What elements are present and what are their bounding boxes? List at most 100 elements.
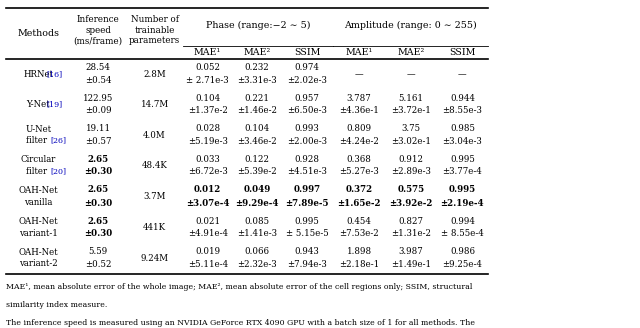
Text: ±0.30: ±0.30	[84, 198, 113, 208]
Text: ± 5.15e-5: ± 5.15e-5	[286, 229, 328, 238]
Text: Inference
speed
(ms/frame): Inference speed (ms/frame)	[74, 15, 123, 45]
Text: 0.122: 0.122	[244, 154, 269, 164]
Text: 0.912: 0.912	[399, 154, 424, 164]
Text: ±0.09: ±0.09	[85, 106, 111, 115]
Text: ±4.36e-1: ±4.36e-1	[339, 106, 379, 115]
Text: 0.021: 0.021	[195, 216, 220, 226]
Text: 5.161: 5.161	[399, 93, 424, 103]
Text: ±2.19e-4: ±2.19e-4	[440, 198, 484, 208]
Text: Methods: Methods	[17, 29, 60, 38]
Text: Y-Net: Y-Net	[27, 100, 50, 109]
Text: 0.957: 0.957	[295, 93, 319, 103]
Text: 3.75: 3.75	[402, 124, 420, 133]
Text: 441K: 441K	[143, 223, 166, 232]
Text: Number of
trainable
parameters: Number of trainable parameters	[129, 15, 180, 45]
Text: 2.65: 2.65	[88, 216, 109, 226]
Text: ±9.29e-4: ±9.29e-4	[236, 198, 278, 208]
Text: OAH-Net: OAH-Net	[19, 217, 58, 226]
Text: The inference speed is measured using an NVIDIA GeForce RTX 4090 GPU with a batc: The inference speed is measured using an…	[6, 319, 476, 327]
Text: 0.368: 0.368	[347, 154, 371, 164]
Text: U-Net: U-Net	[26, 125, 51, 134]
Text: ±0.52: ±0.52	[85, 260, 111, 269]
Text: MAE¹, mean absolute error of the whole image; MAE², mean absolute error of the c: MAE¹, mean absolute error of the whole i…	[6, 283, 473, 291]
Text: ±0.57: ±0.57	[85, 137, 111, 146]
Text: ±3.46e-2: ±3.46e-2	[237, 137, 277, 146]
Text: 48.4K: 48.4K	[141, 161, 168, 170]
Text: 0.232: 0.232	[244, 63, 269, 72]
Text: 3.987: 3.987	[399, 247, 424, 256]
Text: ±1.41e-3: ±1.41e-3	[237, 229, 277, 238]
Text: 4.0M: 4.0M	[143, 131, 166, 140]
Text: ±6.50e-3: ±6.50e-3	[287, 106, 327, 115]
Text: 0.944: 0.944	[450, 93, 475, 103]
Text: ±3.77e-4: ±3.77e-4	[442, 167, 483, 176]
Text: 0.066: 0.066	[244, 247, 269, 256]
Text: ± 8.55e-4: ± 8.55e-4	[441, 229, 484, 238]
Text: 28.54: 28.54	[86, 63, 111, 72]
Text: 0.049: 0.049	[243, 185, 271, 195]
Text: ±1.49e-1: ±1.49e-1	[391, 260, 431, 269]
Text: 2.65: 2.65	[88, 185, 109, 195]
Text: ±7.94e-3: ±7.94e-3	[287, 260, 327, 269]
Text: MAE²: MAE²	[243, 48, 271, 57]
Text: filter: filter	[26, 167, 51, 176]
Text: ±4.51e-3: ±4.51e-3	[287, 167, 327, 176]
Text: MAE²: MAE²	[397, 48, 425, 57]
Text: ±0.54: ±0.54	[85, 76, 111, 85]
Text: 14.7M: 14.7M	[141, 100, 168, 109]
Text: 2.8M: 2.8M	[143, 70, 166, 79]
Text: ±3.02e-1: ±3.02e-1	[391, 137, 431, 146]
Text: ±1.37e-2: ±1.37e-2	[188, 106, 228, 115]
Text: ±5.39e-2: ±5.39e-2	[237, 167, 277, 176]
Text: —: —	[355, 70, 364, 79]
Text: 0.994: 0.994	[450, 216, 475, 226]
Text: ±5.11e-4: ±5.11e-4	[188, 260, 228, 269]
Text: ±2.02e-3: ±2.02e-3	[287, 76, 327, 85]
Text: ±3.72e-1: ±3.72e-1	[391, 106, 431, 115]
Text: 19.11: 19.11	[86, 124, 111, 133]
Text: [16]: [16]	[47, 70, 63, 78]
Text: 0.085: 0.085	[244, 216, 269, 226]
Text: 0.995: 0.995	[450, 154, 475, 164]
Text: HRNet: HRNet	[24, 70, 53, 79]
Text: ±1.65e-2: ±1.65e-2	[337, 198, 381, 208]
Text: ±4.24e-2: ±4.24e-2	[339, 137, 379, 146]
Text: ±0.30: ±0.30	[84, 167, 113, 176]
Text: 0.827: 0.827	[399, 216, 424, 226]
Text: 9.24M: 9.24M	[141, 254, 168, 263]
Text: 0.993: 0.993	[295, 124, 319, 133]
Text: 0.997: 0.997	[294, 185, 321, 195]
Text: 0.995: 0.995	[295, 216, 319, 226]
Text: 2.65: 2.65	[88, 154, 109, 164]
Text: SSIM: SSIM	[449, 48, 476, 57]
Text: ±1.31e-2: ±1.31e-2	[391, 229, 431, 238]
Text: OAH-Net: OAH-Net	[19, 186, 58, 195]
Text: ±2.32e-3: ±2.32e-3	[237, 260, 276, 269]
Text: 0.033: 0.033	[195, 154, 220, 164]
Text: 0.928: 0.928	[294, 154, 320, 164]
Text: 0.943: 0.943	[295, 247, 319, 256]
Text: 3.787: 3.787	[347, 93, 371, 103]
Text: Phase (range:−2 ∼ 5): Phase (range:−2 ∼ 5)	[205, 21, 310, 30]
Text: 5.59: 5.59	[88, 247, 108, 256]
Text: [20]: [20]	[50, 167, 66, 175]
Text: ±3.07e-4: ±3.07e-4	[186, 198, 229, 208]
Text: 0.974: 0.974	[295, 63, 319, 72]
Text: ±2.89e-3: ±2.89e-3	[391, 167, 431, 176]
Text: Amplitude (range: 0 ∼ 255): Amplitude (range: 0 ∼ 255)	[344, 21, 477, 30]
Text: 0.019: 0.019	[195, 247, 220, 256]
Text: ±9.25e-4: ±9.25e-4	[442, 260, 483, 269]
Text: —: —	[407, 70, 415, 79]
Text: 0.995: 0.995	[449, 185, 476, 195]
Text: ±2.00e-3: ±2.00e-3	[287, 137, 327, 146]
Text: 3.7M: 3.7M	[143, 192, 166, 201]
Text: 0.052: 0.052	[195, 63, 220, 72]
Text: 0.028: 0.028	[195, 124, 220, 133]
Text: 0.985: 0.985	[450, 124, 475, 133]
Text: ±8.55e-3: ±8.55e-3	[442, 106, 483, 115]
Text: 0.104: 0.104	[244, 124, 269, 133]
Text: vanilla: vanilla	[24, 198, 52, 207]
Text: 0.372: 0.372	[346, 185, 372, 195]
Text: SSIM: SSIM	[294, 48, 321, 57]
Text: 0.986: 0.986	[450, 247, 475, 256]
